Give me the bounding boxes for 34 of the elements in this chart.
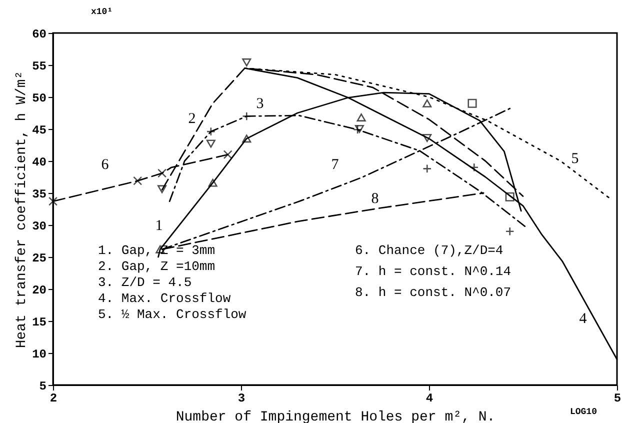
y-tick-label: 55 (32, 60, 46, 74)
annotation: 4 (579, 311, 588, 327)
annotation: 8. h = const. N^0.07 (355, 285, 512, 300)
annotation: 3 (256, 96, 264, 112)
x-tick-label: 3 (238, 392, 246, 406)
annotation: 5. ½ Max. Crossflow (98, 307, 246, 322)
x-tick-label: 4 (426, 392, 434, 406)
y-tick-label: 5 (39, 380, 46, 394)
y-tick-label: 25 (32, 252, 46, 266)
y-tick-label: 40 (32, 156, 46, 170)
y-tick-label: 15 (32, 316, 46, 330)
y-axis-title: Heat transfer coefficient, h W/m² (14, 70, 30, 348)
annotation: 2 (188, 111, 196, 127)
text: LOG10 (570, 407, 597, 417)
annotation: 8 (371, 191, 379, 207)
annotation: 4. Max. Crossflow (98, 291, 231, 306)
annotation: 6. Chance (7),Z/D=4 (355, 243, 504, 258)
x-tick-label: 2 (50, 392, 58, 406)
annotation: 5 (571, 151, 579, 167)
y-tick-label: 60 (32, 28, 46, 42)
y-tick-label: 10 (32, 348, 46, 362)
annotation: 7. h = const. N^0.14 (355, 264, 512, 279)
annotation: 2. Gap, Z =10mm (98, 259, 216, 274)
y-tick-label: 20 (32, 284, 46, 298)
annotation: 1 (155, 218, 163, 234)
annotation: 7 (331, 157, 340, 173)
y-tick-label: 35 (32, 188, 46, 202)
y-tick-label: 50 (32, 92, 46, 106)
text: x10¹ (91, 7, 113, 17)
y-tick-label: 45 (32, 124, 46, 138)
annotation: 3. Z/D = 4.5 (98, 275, 192, 290)
annotation: 6 (101, 157, 110, 173)
x-tick-label: 5 (614, 392, 622, 406)
y-tick-label: 30 (32, 220, 46, 234)
